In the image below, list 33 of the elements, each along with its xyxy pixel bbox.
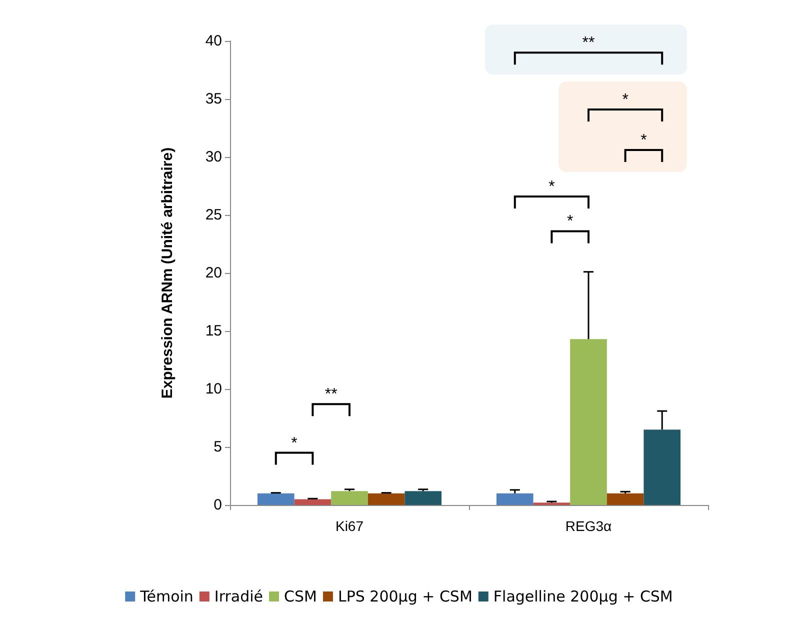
- y-tick-label: 0: [214, 496, 222, 514]
- legend-label: LPS 200µg + CSM: [338, 588, 472, 606]
- legend-label: Irradié: [214, 588, 264, 606]
- y-tick-label: 5: [214, 438, 222, 456]
- bar: [368, 493, 405, 505]
- y-axis-title: Expression ARNm (Unité arbitraire): [159, 147, 176, 399]
- legend-label: CSM: [284, 588, 317, 606]
- bar: [404, 491, 442, 505]
- annotation: *: [622, 91, 628, 108]
- annotation: *: [566, 213, 574, 230]
- y-tick-label: 25: [205, 206, 222, 224]
- y-tick-label: 10: [205, 380, 222, 398]
- annotation: *: [291, 434, 298, 452]
- bar: [570, 339, 607, 505]
- x-tick-label: Ki67: [335, 518, 364, 534]
- bar: [496, 493, 534, 505]
- y-tick-label: 20: [205, 264, 222, 282]
- y-tick-label: 35: [205, 90, 222, 108]
- bar: [331, 491, 368, 505]
- x-tick-label: REG3α: [565, 518, 612, 534]
- y-tick-label: 15: [205, 322, 222, 340]
- annotation: **: [324, 386, 338, 404]
- legend-label: Flagelline 200µg + CSM: [493, 588, 673, 606]
- y-tick-label: 40: [205, 32, 222, 50]
- annotation: *: [640, 132, 647, 150]
- bar: [606, 493, 644, 505]
- legend-label: Témoin: [139, 588, 194, 606]
- annotation: *: [548, 178, 555, 196]
- bar: [644, 430, 681, 505]
- annotation: **: [582, 34, 595, 52]
- y-tick-label: 30: [205, 148, 222, 166]
- bar: [257, 493, 294, 505]
- bar: [294, 499, 332, 505]
